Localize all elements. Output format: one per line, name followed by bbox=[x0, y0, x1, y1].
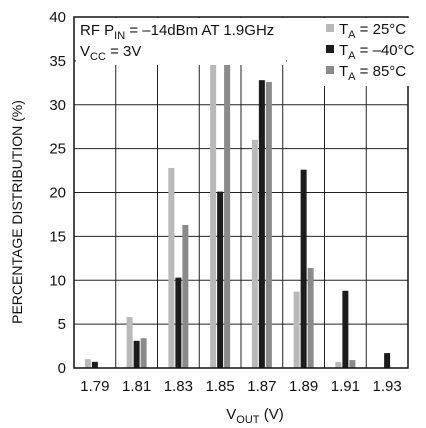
bar-1.83-series-2 bbox=[182, 224, 189, 368]
bars bbox=[84, 55, 391, 369]
legend: TA = 25°C TA = –40°C TA = 85°C bbox=[287, 18, 415, 86]
y-tick-30: 30 bbox=[49, 97, 66, 114]
bar-1.89-series-0 bbox=[293, 291, 300, 368]
svg-text:TA = 25°C: TA = 25°C bbox=[339, 21, 406, 41]
bar-1.81-series-0 bbox=[126, 317, 133, 368]
x-tick-1.79: 1.79 bbox=[80, 378, 109, 395]
bar-1.87-series-0 bbox=[251, 139, 258, 368]
bar-1.89-series-2 bbox=[307, 267, 314, 368]
plot-frame bbox=[73, 16, 409, 369]
gridlines bbox=[74, 17, 408, 368]
x-axis-label: VOUT (V) bbox=[226, 406, 283, 426]
bar-1.91-series-2 bbox=[349, 360, 356, 368]
bar-1.85-series-2 bbox=[224, 55, 231, 369]
x-tick-1.85: 1.85 bbox=[206, 378, 235, 395]
legend-swatch-85c bbox=[326, 66, 334, 74]
bar-1.81-series-2 bbox=[140, 338, 147, 368]
y-tick-15: 15 bbox=[49, 228, 66, 245]
bar-1.83-series-1 bbox=[175, 277, 182, 368]
y-tick-20: 20 bbox=[49, 185, 66, 202]
bar-1.85-series-1 bbox=[217, 191, 224, 368]
x-tick-1.91: 1.91 bbox=[331, 378, 360, 395]
y-tick-10: 10 bbox=[49, 272, 66, 289]
bar-1.87-series-2 bbox=[265, 81, 272, 368]
svg-text:TA = –40°C: TA = –40°C bbox=[339, 42, 415, 62]
bar-1.81-series-1 bbox=[133, 340, 140, 368]
legend-swatch-25c bbox=[326, 24, 334, 32]
bar-1.91-series-0 bbox=[335, 361, 342, 368]
bar-1.79-series-1 bbox=[91, 361, 98, 368]
legend-swatch-minus40c bbox=[326, 45, 334, 53]
y-tick-25: 25 bbox=[49, 141, 66, 158]
bar-1.79-series-0 bbox=[84, 359, 91, 368]
bar-1.93-series-1 bbox=[384, 353, 391, 368]
bar-1.89-series-1 bbox=[300, 169, 307, 368]
y-tick-labels: 0 5 10 15 20 25 30 35 40 bbox=[49, 9, 66, 377]
legend-item-85c: TA = 85°C bbox=[326, 63, 406, 83]
y-axis-label: PERCENTAGE DISTRIBUTION (%) bbox=[9, 100, 25, 324]
y-tick-35: 35 bbox=[49, 53, 66, 70]
bar-1.87-series-1 bbox=[258, 80, 265, 369]
svg-text:TA = 85°C: TA = 85°C bbox=[339, 63, 406, 83]
x-tick-1.89: 1.89 bbox=[289, 378, 318, 395]
legend-item-25c: TA = 25°C bbox=[326, 21, 406, 41]
x-tick-1.87: 1.87 bbox=[247, 378, 276, 395]
y-tick-0: 0 bbox=[58, 360, 66, 377]
x-tick-1.93: 1.93 bbox=[373, 378, 402, 395]
condition-annotation: RF PIN = –14dBm AT 1.9GHz VCC = 3V bbox=[76, 18, 286, 65]
x-tick-labels: 1.79 1.81 1.83 1.85 1.87 1.89 1.91 1.93 bbox=[80, 378, 401, 395]
annotation-rf-pin: RF PIN = –14dBm AT 1.9GHz bbox=[80, 22, 274, 42]
bar-1.83-series-0 bbox=[168, 167, 175, 368]
annotation-vcc: VCC = 3V bbox=[80, 43, 141, 63]
y-tick-40: 40 bbox=[49, 9, 66, 26]
legend-item-minus40c: TA = –40°C bbox=[326, 42, 415, 62]
y-tick-5: 5 bbox=[58, 316, 66, 333]
bar-1.85-series-0 bbox=[210, 58, 217, 369]
bar-1.91-series-1 bbox=[342, 290, 349, 368]
x-tick-1.81: 1.81 bbox=[122, 378, 151, 395]
x-tick-1.83: 1.83 bbox=[164, 378, 193, 395]
